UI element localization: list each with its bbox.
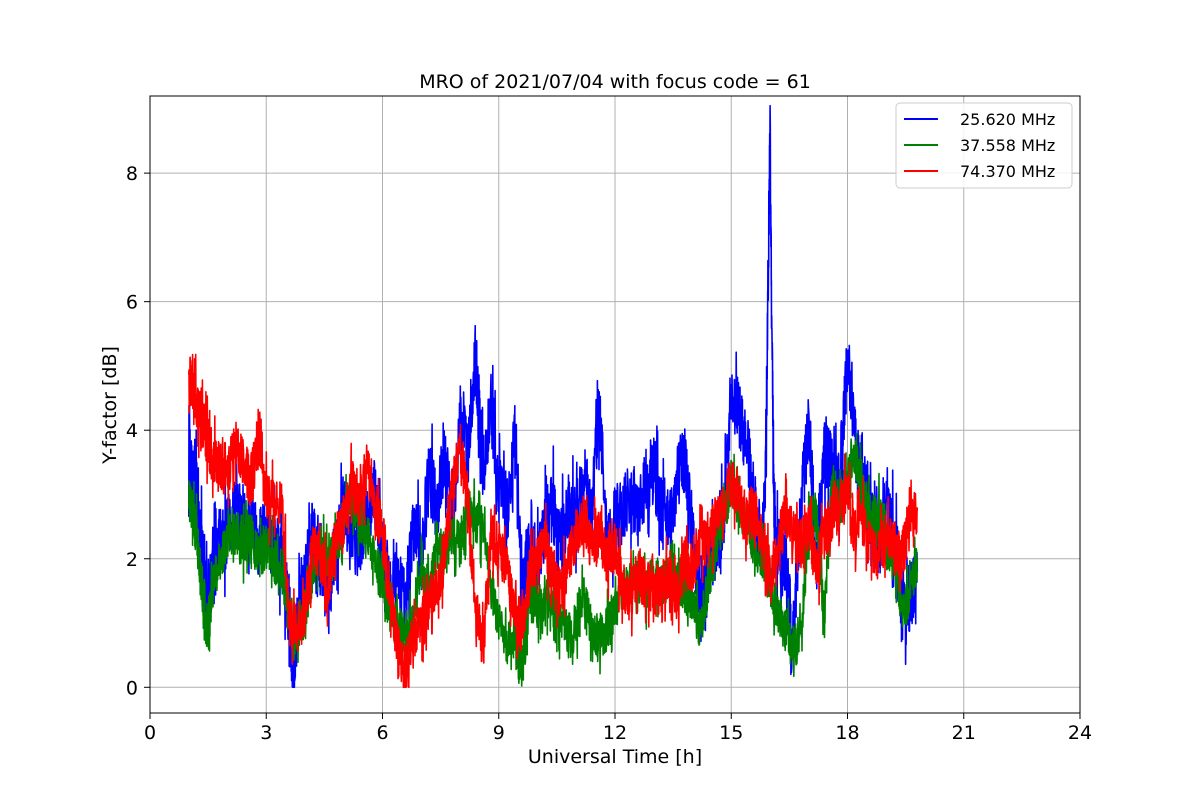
legend-label: 25.620 MHz [960,110,1055,129]
x-axis: 0 3 6 9 12 15 18 21 24 [144,713,1092,744]
y-axis: 0 2 4 6 8 [126,163,150,699]
legend-box [895,102,1073,189]
x-tick-label: 21 [952,722,976,744]
chart-title: MRO of 2021/07/04 with focus code = 61 [419,71,811,93]
x-tick-label: 24 [1068,722,1092,744]
x-tick-label: 3 [260,722,272,744]
x-axis-label: Universal Time [h] [528,746,702,768]
x-tick-label: 6 [376,722,388,744]
y-tick-label: 0 [126,677,138,699]
y-tick-label: 6 [126,292,138,314]
x-tick-label: 12 [603,722,627,744]
y-tick-label: 2 [126,549,138,571]
legend: 25.620 MHz 37.558 MHz 74.370 MHz [895,102,1073,189]
x-tick-label: 9 [493,722,505,744]
x-tick-label: 0 [144,722,156,744]
legend-label: 74.370 MHz [960,162,1055,181]
x-tick-label: 15 [719,722,743,744]
y-tick-label: 4 [126,420,138,442]
legend-label: 37.558 MHz [960,136,1055,155]
y-tick-label: 8 [126,163,138,185]
series-line-3 [188,353,919,689]
x-tick-label: 18 [835,722,859,744]
series-layer [188,104,919,689]
y-axis-label: Y-factor [dB] [99,346,121,465]
